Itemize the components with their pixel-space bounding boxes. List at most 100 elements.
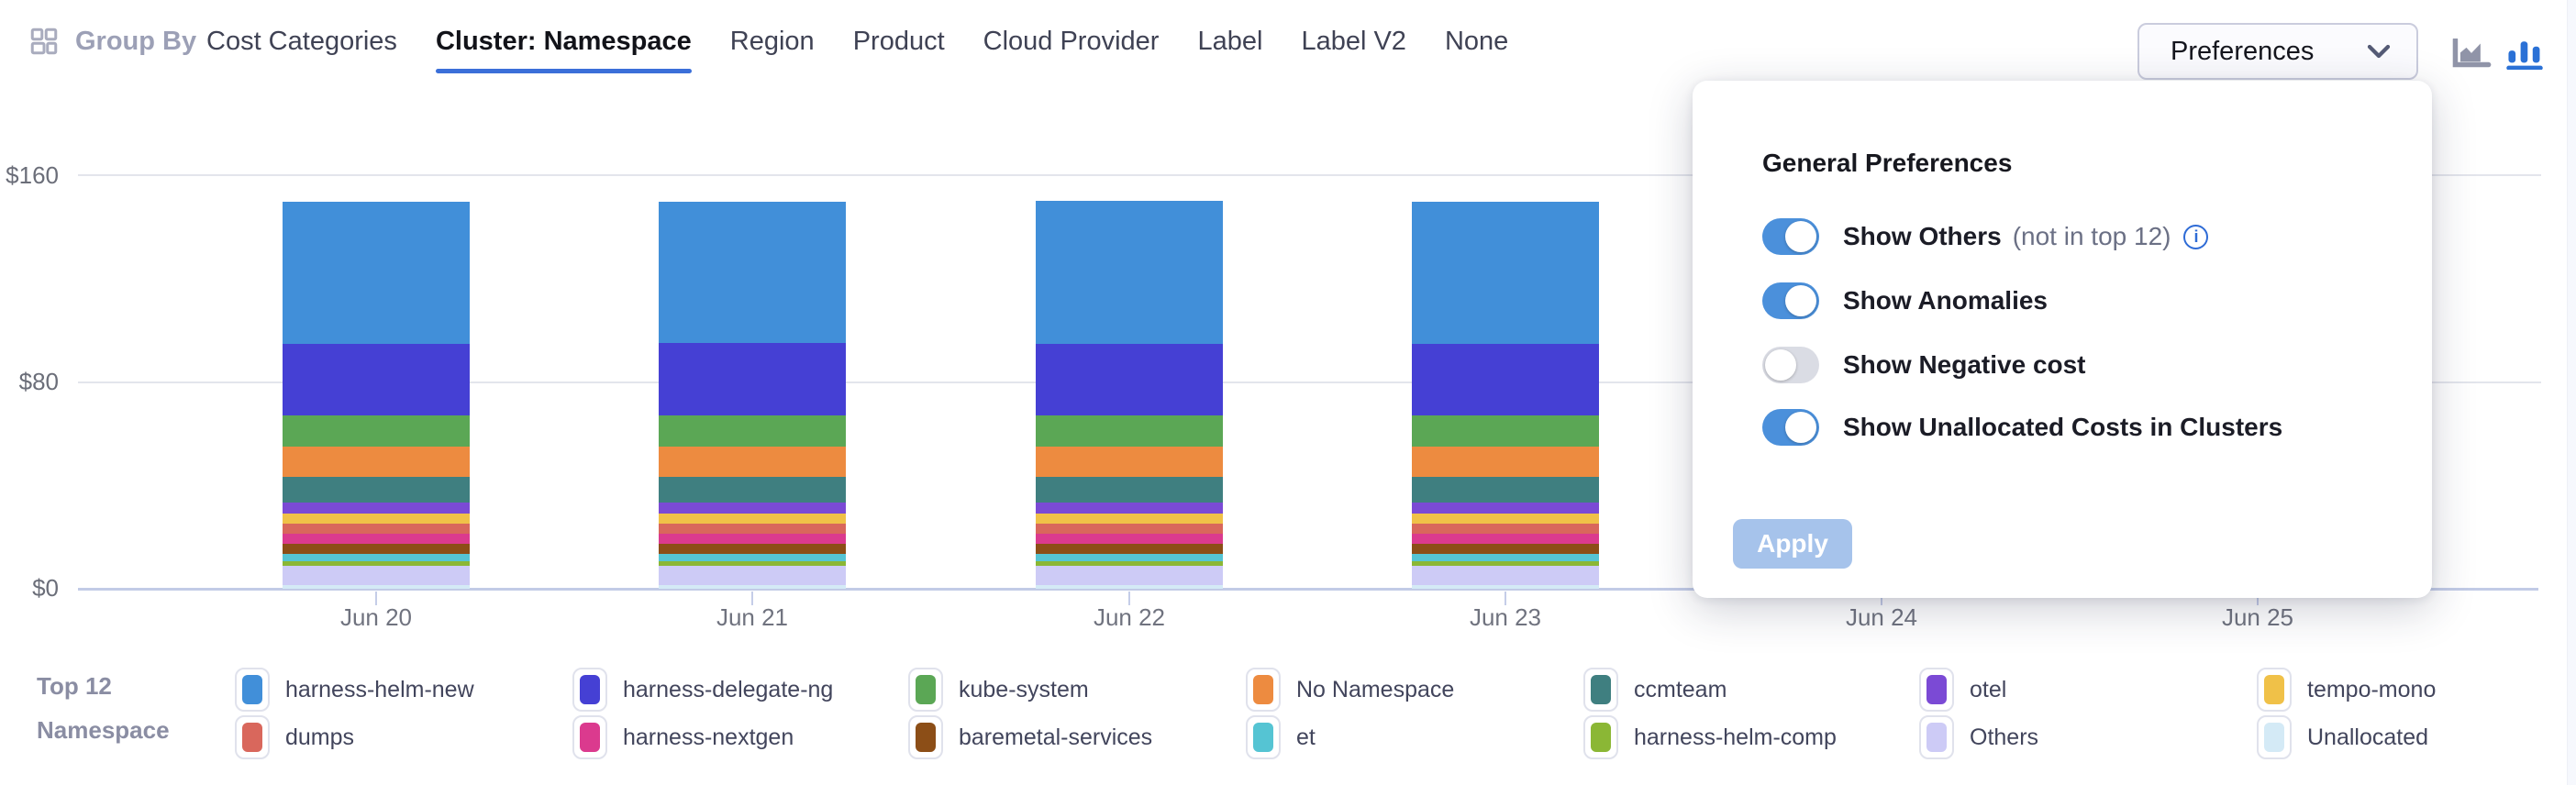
legend-item-no-namespace[interactable]: No Namespace: [1246, 668, 1454, 712]
tab-label-v2[interactable]: Label V2: [1301, 27, 1406, 56]
bar-segment-harness-helm-new[interactable]: [659, 202, 846, 343]
bar-segment-others[interactable]: [283, 566, 470, 586]
tab-region[interactable]: Region: [729, 27, 815, 56]
bar-segment-harness-helm-new[interactable]: [283, 201, 470, 344]
bar-segment-others[interactable]: [659, 566, 846, 586]
bar-segment-harness-helm-new[interactable]: [1412, 201, 1599, 344]
bar-segment-kube-system[interactable]: [1412, 415, 1599, 448]
bar-segment-unallocated[interactable]: [283, 585, 470, 589]
info-icon[interactable]: i: [2183, 224, 2209, 249]
bar-segment-unallocated[interactable]: [1412, 585, 1599, 589]
group-by-tabs: Cost Categories Cluster: Namespace Region P…: [206, 0, 1508, 83]
preferences-dropdown-button[interactable]: Preferences: [2137, 23, 2418, 80]
bar-segment-dumps[interactable]: [1036, 523, 1223, 534]
legend-item-harness-helm-comp[interactable]: harness-helm-comp: [1583, 715, 1837, 759]
show-others-toggle[interactable]: [1762, 218, 1819, 255]
bar-segment-dumps[interactable]: [659, 523, 846, 534]
bar-segment-otel[interactable]: [659, 502, 846, 514]
bar-segment-otel[interactable]: [1412, 502, 1599, 514]
legend-item-kube-system[interactable]: kube-system: [908, 668, 1089, 712]
area-chart-icon[interactable]: [2451, 37, 2492, 70]
bar-segment-baremetal-services[interactable]: [1412, 543, 1599, 555]
legend-item-others[interactable]: Others: [1919, 715, 2038, 759]
legend-item-harness-nextgen[interactable]: harness-nextgen: [572, 715, 794, 759]
stacked-bar-jun-23[interactable]: [1412, 201, 1599, 589]
bar-segment-kube-system[interactable]: [283, 415, 470, 448]
legend-item-harness-delegate-ng[interactable]: harness-delegate-ng: [572, 668, 833, 712]
stacked-bar-jun-21[interactable]: [659, 202, 846, 589]
legend-item-et[interactable]: et: [1246, 715, 1316, 759]
bar-segment-tempo-mono[interactable]: [1412, 514, 1599, 524]
bar-segment-harness-delegate-ng[interactable]: [1036, 344, 1223, 416]
bar-segment-harness-nextgen[interactable]: [1036, 533, 1223, 544]
tab-label[interactable]: Label: [1197, 27, 1263, 56]
toggle-row-show-unallocated-costs-in-clusters: Show Unallocated Costs in Clusters: [1762, 409, 2282, 446]
bar-segment-harness-delegate-ng[interactable]: [659, 342, 846, 416]
bar-segment-others[interactable]: [1036, 566, 1223, 586]
bar-segment-no-namespace[interactable]: [283, 447, 470, 478]
bar-segment-harness-helm-new[interactable]: [1036, 201, 1223, 345]
legend-item-unallocated[interactable]: Unallocated: [2257, 715, 2428, 759]
bar-segment-dumps[interactable]: [283, 523, 470, 534]
bar-segment-harness-helm-comp[interactable]: [283, 560, 470, 567]
bar-segment-harness-helm-comp[interactable]: [1036, 560, 1223, 567]
scrollbar-track[interactable]: [2567, 0, 2576, 785]
bar-segment-harness-delegate-ng[interactable]: [283, 343, 470, 416]
bar-segment-et[interactable]: [1412, 554, 1599, 561]
tab-cluster-namespace[interactable]: Cluster: Namespace: [435, 0, 692, 83]
bar-segment-no-namespace[interactable]: [659, 447, 846, 478]
bar-segment-harness-nextgen[interactable]: [283, 533, 470, 544]
legend-swatch-color: [916, 675, 936, 704]
legend-swatch-color: [242, 675, 262, 704]
bar-chart-icon[interactable]: [2504, 39, 2545, 71]
tab-product[interactable]: Product: [852, 27, 945, 56]
bar-segment-et[interactable]: [1036, 554, 1223, 561]
bar-segment-kube-system[interactable]: [659, 415, 846, 448]
legend-item-otel[interactable]: otel: [1919, 668, 2006, 712]
legend-item-tempo-mono[interactable]: tempo-mono: [2257, 668, 2436, 712]
bar-segment-others[interactable]: [1412, 566, 1599, 586]
x-axis-tick: [1505, 592, 1506, 605]
stacked-bar-jun-22[interactable]: [1036, 201, 1223, 589]
bar-segment-otel[interactable]: [283, 502, 470, 514]
bar-segment-baremetal-services[interactable]: [659, 543, 846, 555]
tab-cost-categories[interactable]: Cost Categories: [206, 27, 397, 56]
tab-none[interactable]: None: [1444, 27, 1509, 56]
x-axis-tick: [375, 592, 377, 605]
x-axis-tick: [1881, 592, 1882, 605]
bar-segment-unallocated[interactable]: [1036, 585, 1223, 589]
legend-item-ccmteam[interactable]: ccmteam: [1583, 668, 1727, 712]
bar-segment-harness-nextgen[interactable]: [659, 533, 846, 544]
bar-segment-baremetal-services[interactable]: [1036, 543, 1223, 555]
legend-item-baremetal-services[interactable]: baremetal-services: [908, 715, 1152, 759]
bar-segment-et[interactable]: [283, 554, 470, 561]
bar-segment-kube-system[interactable]: [1036, 415, 1223, 448]
bar-segment-ccmteam[interactable]: [283, 477, 470, 503]
bar-segment-tempo-mono[interactable]: [659, 514, 846, 524]
apply-button[interactable]: Apply: [1733, 519, 1852, 569]
legend-item-harness-helm-new[interactable]: harness-helm-new: [235, 668, 474, 712]
tab-cloud-provider[interactable]: Cloud Provider: [983, 27, 1160, 56]
bar-segment-dumps[interactable]: [1412, 523, 1599, 534]
bar-segment-et[interactable]: [659, 554, 846, 561]
bar-segment-unallocated[interactable]: [659, 585, 846, 589]
bar-segment-tempo-mono[interactable]: [1036, 514, 1223, 524]
bar-segment-harness-nextgen[interactable]: [1412, 533, 1599, 544]
show-anomalies-toggle[interactable]: [1762, 282, 1819, 319]
bar-segment-harness-helm-comp[interactable]: [1412, 560, 1599, 567]
show-unallocated-costs-in-clusters-toggle[interactable]: [1762, 409, 1819, 446]
bar-segment-harness-helm-comp[interactable]: [659, 560, 846, 567]
legend-item-dumps[interactable]: dumps: [235, 715, 354, 759]
bar-segment-harness-delegate-ng[interactable]: [1412, 343, 1599, 416]
bar-segment-tempo-mono[interactable]: [283, 514, 470, 524]
bar-segment-no-namespace[interactable]: [1036, 447, 1223, 478]
stacked-bar-jun-20[interactable]: [283, 201, 470, 589]
bar-segment-ccmteam[interactable]: [1412, 477, 1599, 503]
bar-segment-ccmteam[interactable]: [659, 477, 846, 503]
toggle-knob: [1785, 412, 1816, 443]
bar-segment-no-namespace[interactable]: [1412, 447, 1599, 478]
bar-segment-ccmteam[interactable]: [1036, 477, 1223, 503]
show-negative-cost-toggle[interactable]: [1762, 347, 1819, 383]
bar-segment-otel[interactable]: [1036, 502, 1223, 514]
bar-segment-baremetal-services[interactable]: [283, 543, 470, 555]
